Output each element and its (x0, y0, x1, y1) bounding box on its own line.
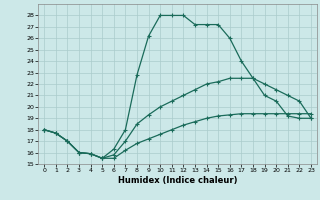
X-axis label: Humidex (Indice chaleur): Humidex (Indice chaleur) (118, 176, 237, 185)
